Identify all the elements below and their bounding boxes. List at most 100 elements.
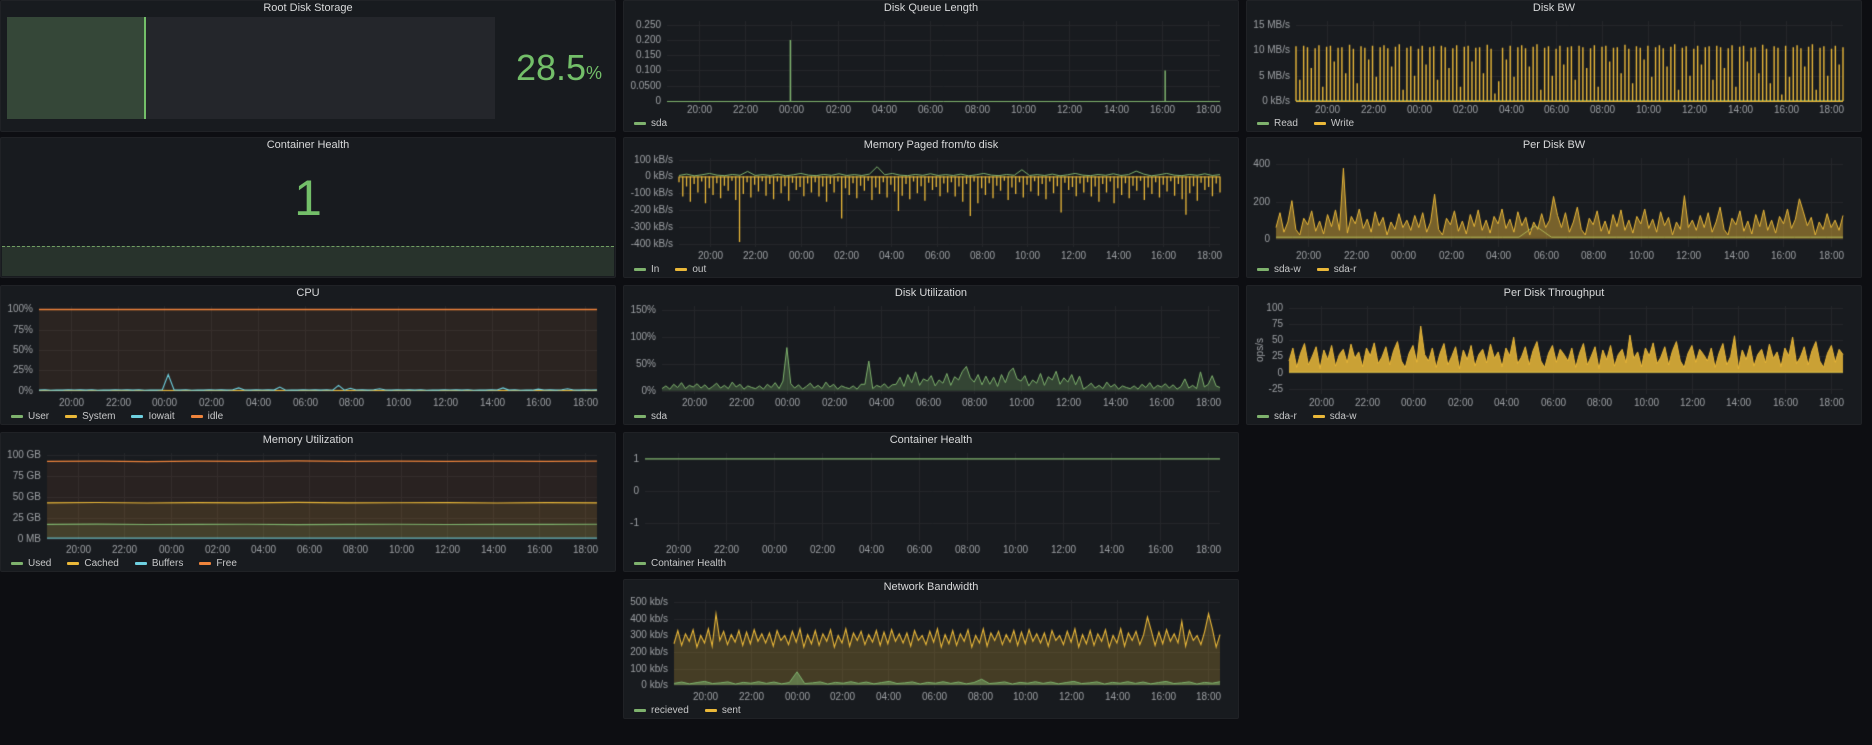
legend: sda-w sda-r (1257, 263, 1356, 276)
panel-network-bandwidth: Network Bandwidth recieved sent (623, 579, 1239, 719)
series-color-icon (1316, 268, 1329, 271)
legend-item[interactable]: Free (199, 558, 237, 569)
panel-cpu: CPU User System Iowait idle (0, 285, 616, 425)
series-color-icon (634, 415, 646, 418)
legend-label: recieved (651, 705, 689, 716)
root-disk-unit: % (586, 62, 603, 83)
legend-label: Iowait (148, 411, 175, 422)
panel-disk-queue-length: Disk Queue Length sda (623, 0, 1239, 132)
panel-memory-utilization: Memory Utilization Used Cached Buffers F… (0, 432, 616, 572)
panel-title[interactable]: Root Disk Storage (263, 2, 353, 14)
legend-item[interactable]: out (675, 264, 706, 275)
legend-label: System (82, 411, 116, 422)
panel-per-disk-bw: Per Disk BW sda-w sda-r (1246, 137, 1862, 278)
disk-queue-chart-canvas[interactable] (628, 15, 1232, 116)
legend-item[interactable]: sda (634, 411, 667, 422)
legend-label: idle (207, 411, 224, 422)
legend-label: Buffers (151, 558, 184, 569)
panel-title[interactable]: Per Disk BW (1522, 139, 1586, 151)
legend-label: out (692, 264, 707, 275)
legend-label: Free (216, 558, 237, 569)
legend-item[interactable]: Used (11, 558, 51, 569)
legend-label: sda-w (1274, 264, 1301, 275)
legend: In out (634, 263, 706, 276)
panel-per-disk-throughput: Per Disk Throughput sda-r sda-w (1246, 285, 1862, 425)
legend: sda (634, 117, 667, 130)
legend-label: sda-r (1274, 411, 1297, 422)
panel-disk-bw: Disk BW Read Write (1246, 0, 1862, 132)
legend-label: Write (1330, 118, 1355, 129)
panel-root-disk-storage: Root Disk Storage 28.5% (0, 0, 616, 132)
series-color-icon (1257, 122, 1269, 125)
legend-label: sent (721, 705, 741, 716)
series-color-icon (131, 415, 144, 418)
panel-title[interactable]: Memory Utilization (262, 434, 354, 446)
memory-paged-chart-canvas[interactable] (628, 152, 1232, 262)
legend-label: Used (28, 558, 52, 569)
legend-item[interactable]: sda-r (1257, 411, 1297, 422)
legend-label: User (28, 411, 50, 422)
legend-label: Read (1274, 118, 1298, 129)
legend-item[interactable]: In (634, 264, 659, 275)
legend-item[interactable]: Read (1257, 118, 1298, 129)
legend-item[interactable]: System (65, 411, 115, 422)
per-disk-throughput-chart-canvas[interactable] (1251, 300, 1855, 409)
legend-item[interactable]: Cached (67, 558, 119, 569)
series-color-icon (1257, 415, 1269, 418)
series-color-icon (65, 415, 78, 418)
legend-item[interactable]: Buffers (134, 558, 184, 569)
legend-item[interactable]: idle (190, 411, 224, 422)
panel-title[interactable]: Container Health (889, 434, 973, 446)
legend: Used Cached Buffers Free (11, 557, 237, 570)
legend-item[interactable]: sent (704, 705, 741, 716)
legend: recieved sent (634, 704, 741, 717)
legend-item[interactable]: sda-r (1316, 264, 1356, 275)
legend-item[interactable]: Container Health (634, 558, 726, 569)
series-color-icon (11, 415, 23, 418)
panel-title[interactable]: Memory Paged from/to disk (863, 139, 999, 151)
disk-bw-chart-canvas[interactable] (1251, 15, 1855, 116)
panel-title[interactable]: Disk Queue Length (883, 2, 979, 14)
panel-title[interactable]: Container Health (266, 139, 350, 151)
legend-item[interactable]: Iowait (131, 411, 175, 422)
panel-container-health-chart: Container Health Container Health (623, 432, 1239, 572)
series-color-icon (67, 562, 80, 565)
panel-memory-paged: Memory Paged from/to disk In out (623, 137, 1239, 278)
panel-title[interactable]: Disk BW (1532, 2, 1576, 14)
cpu-chart-canvas[interactable] (5, 300, 609, 409)
series-color-icon (634, 122, 646, 125)
series-color-icon (704, 709, 717, 712)
legend-item[interactable]: sda-w (1257, 264, 1301, 275)
series-color-icon (634, 268, 646, 271)
legend-label: In (651, 264, 660, 275)
panel-title[interactable]: Per Disk Throughput (1503, 287, 1605, 299)
legend: User System Iowait idle (11, 410, 223, 423)
container-health-chart-canvas[interactable] (628, 447, 1232, 556)
root-disk-gauge (7, 17, 495, 119)
legend-label: Cached (84, 558, 119, 569)
panel-container-health-stat: Container Health 1 (0, 137, 616, 278)
per-disk-bw-chart-canvas[interactable] (1251, 152, 1855, 262)
legend-item[interactable]: Write (1313, 118, 1355, 129)
legend: sda-r sda-w (1257, 410, 1356, 423)
panel-title[interactable]: Network Bandwidth (883, 581, 979, 593)
disk-utilization-chart-canvas[interactable] (628, 300, 1232, 409)
series-color-icon (634, 709, 646, 712)
network-bandwidth-chart-canvas[interactable] (628, 594, 1232, 703)
legend-item[interactable]: recieved (634, 705, 689, 716)
memory-utilization-chart-canvas[interactable] (5, 447, 609, 556)
root-disk-value: 28.5% (515, 47, 603, 88)
root-disk-gauge-fill (7, 17, 147, 119)
panel-title[interactable]: CPU (296, 287, 320, 299)
legend-label: sda (651, 411, 668, 422)
legend-item[interactable]: User (11, 411, 49, 422)
legend-item[interactable]: sda (634, 118, 667, 129)
legend-item[interactable]: sda-w (1312, 411, 1356, 422)
series-color-icon (199, 562, 212, 565)
container-health-value: 1 (294, 170, 322, 226)
series-color-icon (190, 415, 203, 418)
series-color-icon (1257, 268, 1269, 271)
series-color-icon (11, 562, 23, 565)
panel-title[interactable]: Disk Utilization (894, 287, 968, 299)
